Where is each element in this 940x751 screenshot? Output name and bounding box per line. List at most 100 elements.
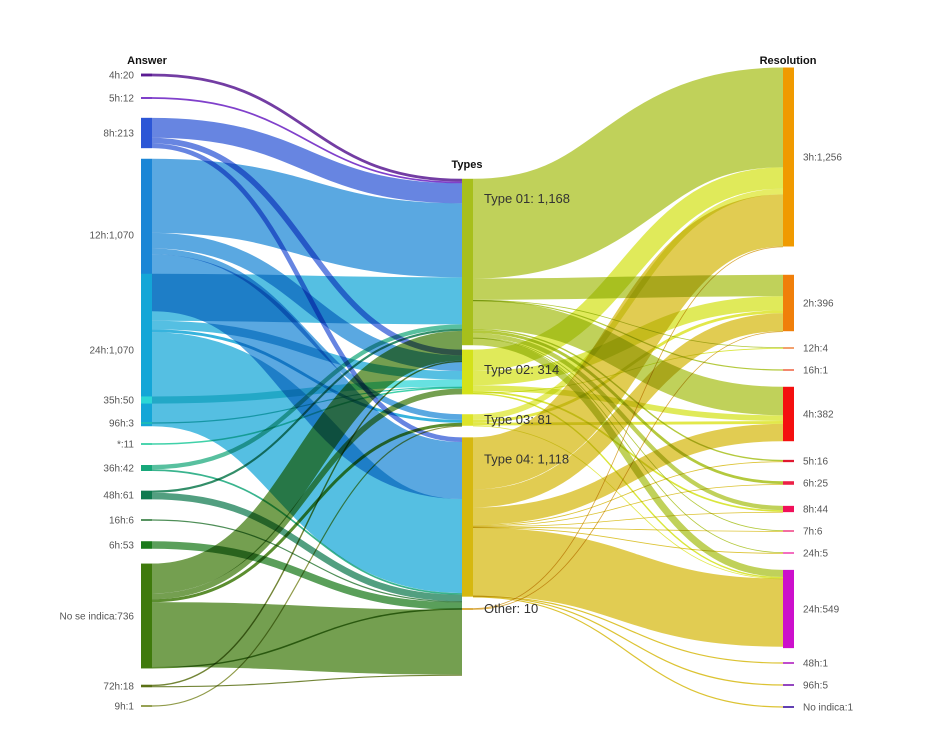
resolution-node-r7h[interactable] xyxy=(783,530,794,532)
link-a72h-to-t4[interactable] xyxy=(151,674,463,688)
answer-node-a16h[interactable] xyxy=(141,519,152,521)
answer-node-a6h[interactable] xyxy=(141,541,152,549)
resolution-node-r48h[interactable] xyxy=(783,662,794,664)
link-t4-to-r48h[interactable] xyxy=(472,595,784,664)
answer-node-a24h[interactable] xyxy=(141,273,152,427)
link-t4-to-r8h[interactable] xyxy=(472,511,784,528)
link-t2-to-r3h[interactable] xyxy=(472,167,784,372)
link-a48h-to-t1[interactable] xyxy=(151,328,463,493)
answer-node-a9h[interactable] xyxy=(141,705,152,707)
link-to-to-r2h[interactable] xyxy=(472,331,784,610)
link-a6h-to-t4[interactable] xyxy=(151,541,463,610)
resolution-label-r4h: 4h:382 xyxy=(803,410,834,421)
link-to-to-r3h[interactable] xyxy=(472,246,784,609)
answer-node-a12h[interactable] xyxy=(141,158,152,312)
link-a36h-to-t4[interactable] xyxy=(151,469,463,595)
link-t4-to-r2h[interactable] xyxy=(472,313,784,508)
answer-label-ano: No se indica:736 xyxy=(60,612,135,623)
types-node-t4[interactable] xyxy=(462,437,473,597)
link-t1-to-r3h[interactable] xyxy=(471,67,785,279)
resolution-node-r12h[interactable] xyxy=(783,347,794,349)
resolution-label-r3h: 3h:1,256 xyxy=(803,153,842,164)
answer-label-a36h: 36h:42 xyxy=(103,464,134,475)
resolution-node-r3h[interactable] xyxy=(783,67,794,247)
resolution-node-rno[interactable] xyxy=(783,706,794,708)
answer-node-a72h[interactable] xyxy=(141,684,152,688)
resolution-node-r24a[interactable] xyxy=(783,552,794,554)
types-node-t2[interactable] xyxy=(462,349,473,395)
answer-node-a4h[interactable] xyxy=(141,73,152,77)
link-t4-to-r6h[interactable] xyxy=(472,484,784,527)
link-a16h-to-t4[interactable] xyxy=(151,519,463,603)
link-ano-to-t1[interactable] xyxy=(151,330,463,594)
link-t1-to-r2h[interactable] xyxy=(472,274,784,300)
answer-node-a35h[interactable] xyxy=(141,396,152,404)
answer-node-astar[interactable] xyxy=(141,443,152,445)
link-t4-to-r24b[interactable] xyxy=(472,527,784,647)
answer-label-a5h: 5h:12 xyxy=(109,94,134,105)
link-a36h-to-t1[interactable] xyxy=(151,324,463,470)
resolution-label-r24b: 24h:549 xyxy=(803,605,840,616)
link-a24h-to-t1[interactable] xyxy=(151,273,463,325)
link-a8h-to-t1[interactable] xyxy=(151,117,463,204)
answer-node-ano[interactable] xyxy=(141,563,152,669)
resolution-label-r6h: 6h:25 xyxy=(803,479,828,490)
link-a48h-to-t4[interactable] xyxy=(151,492,463,602)
links-layer xyxy=(150,67,785,708)
link-t4-to-r96h[interactable] xyxy=(472,595,784,686)
answer-label-a48h: 48h:61 xyxy=(103,491,134,502)
link-t4-to-r3h[interactable] xyxy=(471,194,785,490)
answer-label-a35h: 35h:50 xyxy=(103,396,134,407)
types-node-to[interactable] xyxy=(462,608,473,610)
answer-node-a36h[interactable] xyxy=(141,465,152,471)
answer-label-a96h: 96h:3 xyxy=(109,419,134,430)
answer-node-a96h[interactable] xyxy=(141,422,152,424)
answer-node-a48h[interactable] xyxy=(141,490,152,500)
resolution-node-r24b[interactable] xyxy=(783,569,794,649)
resolution-node-r6h[interactable] xyxy=(783,481,794,485)
types-label-t2: Type 02: 314 xyxy=(484,362,559,377)
types-node-t3[interactable] xyxy=(462,414,473,426)
link-a12h-to-t1[interactable] xyxy=(151,158,463,278)
link-astar-to-t2[interactable] xyxy=(151,387,463,445)
resolution-node-r96h[interactable] xyxy=(783,684,794,686)
resolution-label-r12h: 12h:4 xyxy=(803,344,828,355)
resolution-label-r8h: 8h:44 xyxy=(803,505,828,516)
link-a4h-to-t1[interactable] xyxy=(151,73,463,182)
resolution-node-r5h[interactable] xyxy=(783,459,794,463)
nodes-layer xyxy=(141,67,794,708)
answer-column-title: Answer xyxy=(127,55,167,67)
link-t4-to-r5h[interactable] xyxy=(472,461,784,526)
link-t1-to-r5h[interactable] xyxy=(472,328,784,462)
types-node-t1[interactable] xyxy=(462,178,473,346)
link-ano-to-to[interactable] xyxy=(151,608,463,669)
link-a5h-to-t1[interactable] xyxy=(151,97,463,184)
types-label-to: Other: 10 xyxy=(484,601,538,616)
link-ano-to-t2[interactable] xyxy=(151,388,463,600)
answer-label-a24h: 24h:1,070 xyxy=(90,346,135,357)
resolution-node-r16h[interactable] xyxy=(783,369,794,371)
link-ano-to-t3[interactable] xyxy=(151,422,463,603)
link-a72h-to-t1[interactable] xyxy=(151,360,463,687)
resolution-node-r2h[interactable] xyxy=(783,274,794,332)
answer-label-a6h: 6h:53 xyxy=(109,541,134,552)
link-a9h-to-t3[interactable] xyxy=(151,425,463,707)
types-column-title: Types xyxy=(452,159,483,171)
answer-node-a5h[interactable] xyxy=(141,97,152,99)
resolution-label-r5h: 5h:16 xyxy=(803,457,828,468)
link-t4-to-r4h[interactable] xyxy=(472,423,784,525)
link-a35h-to-t2[interactable] xyxy=(151,379,463,404)
resolution-label-r48h: 48h:1 xyxy=(803,659,828,670)
types-label-t4: Type 04: 1,118 xyxy=(484,451,569,466)
link-t4-to-rno[interactable] xyxy=(472,596,784,708)
labels-layer: 4h:20 5h:12 8h:213 12h:1,070 24h:1,070 35h:50… xyxy=(60,71,854,714)
link-a24h-to-t3[interactable] xyxy=(151,329,463,423)
link-t4-to-r7h[interactable] xyxy=(472,526,784,532)
resolution-node-r8h[interactable] xyxy=(783,505,794,513)
link-t4-to-r24a[interactable] xyxy=(472,527,784,554)
resolution-node-r4h[interactable] xyxy=(783,386,794,442)
answer-node-a8h[interactable] xyxy=(141,117,152,149)
link-a96h-to-t2[interactable] xyxy=(151,386,463,424)
link-t2-to-r8h[interactable] xyxy=(472,390,784,512)
resolution-label-r24a: 24h:5 xyxy=(803,549,828,560)
